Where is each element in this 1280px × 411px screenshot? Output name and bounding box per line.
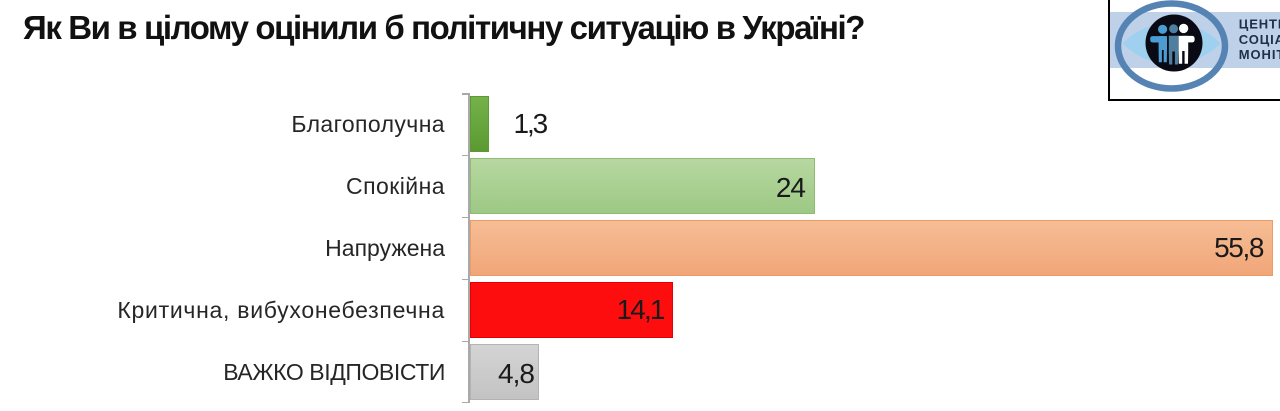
svg-text:ЦЕНТР: ЦЕНТР xyxy=(1239,17,1280,32)
svg-text:МОНІТОРИНГУ: МОНІТОРИНГУ xyxy=(1239,47,1280,62)
svg-text:СОЦІАЛЬНОГО: СОЦІАЛЬНОГО xyxy=(1239,32,1280,47)
